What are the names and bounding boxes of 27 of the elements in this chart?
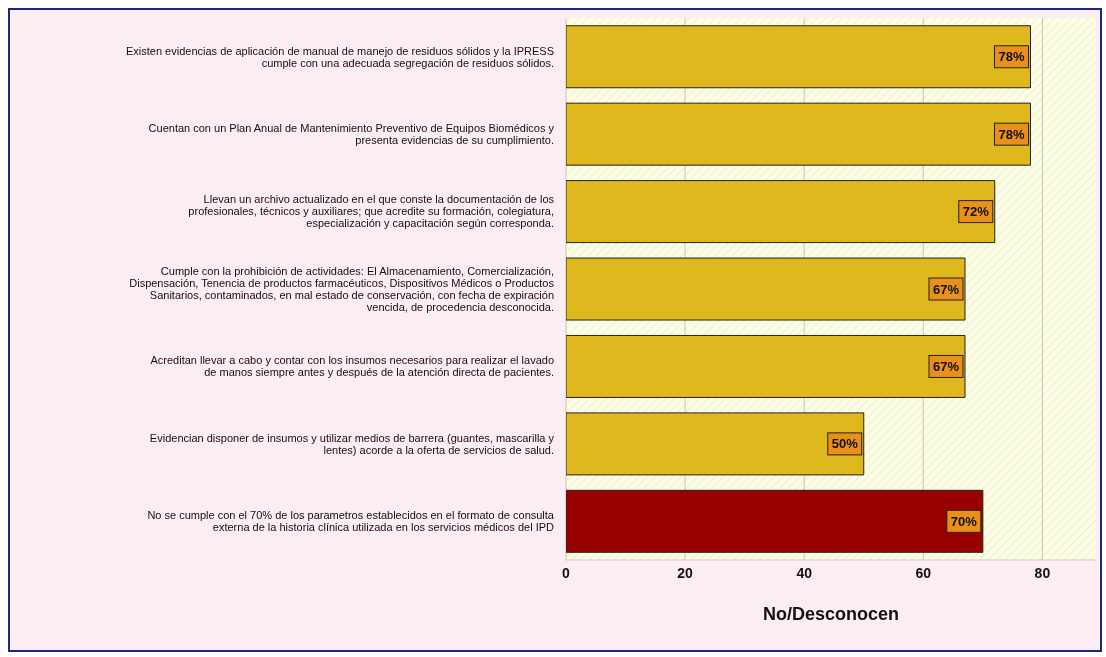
data-label: 78% [998,126,1025,142]
y-tick-label: Llevan un archivo actualizado en el que conste la documentación de los profesionales, técnicos y auxiliares; que acredite su formación, colegiatura, especialización y capacitación según corresponda. [188,193,555,230]
x-axis-title: No/Desconocen [762,604,900,624]
bar [566,25,1031,89]
data-label: 70% [950,513,978,529]
data-label: 50% [831,436,859,452]
data-label: 78% [998,49,1025,65]
x-tick-label: 20 [677,564,694,581]
x-tick-label: 0 [562,564,571,581]
y-tick-label: Acreditan llevar a cabo y contar con los insumos necesarios para realizar el lavado de manos siempre antes y después de la atención directa de pacientes. [150,354,554,379]
x-tick-label: 80 [1034,564,1051,581]
bar [566,412,865,476]
bar [566,257,966,321]
y-tick-label: Cumple con la prohibición de actividades: El Almacenamiento, Comercialización, Dispensación, Tenencia de productos farmacéuticos, Dispositivos Médicos o Productos Sanitarios, contaminados, en mal estado de conservación, con fecha de expiración vencida, de procedencia desconocida. [129,264,555,313]
bar [566,102,1031,166]
y-tick-label: No se cumple con el 70% de los parametros establecidos en el formato de consulta externa de la historia clínica utilizada en los servicios médicos del IPD [147,509,555,534]
bar [566,180,996,244]
data-label: 67% [932,281,960,297]
y-tick-label: Evidencian disponer de insumos y utilizar medios de barrera (guantes, mascarilla y lentes) acorde a la oferta de servicios de salud. [149,431,555,456]
x-tick-label: 60 [915,564,932,581]
bar [566,489,984,553]
x-tick-label: 40 [796,564,813,581]
bar [566,334,966,398]
y-tick-label: Cuentan con un Plan Anual de Mantenimiento Preventivo de Equipos Biomédicos y presenta evidencias de su cumplimiento. [148,121,555,146]
y-tick-label: Existen evidencias de aplicación de manual de manejo de residuos sólidos y la IPRESS cumple con una adecuada segregación de residuos sólidos. [125,44,554,69]
data-label: 72% [962,204,990,220]
data-label: 67% [932,359,960,375]
